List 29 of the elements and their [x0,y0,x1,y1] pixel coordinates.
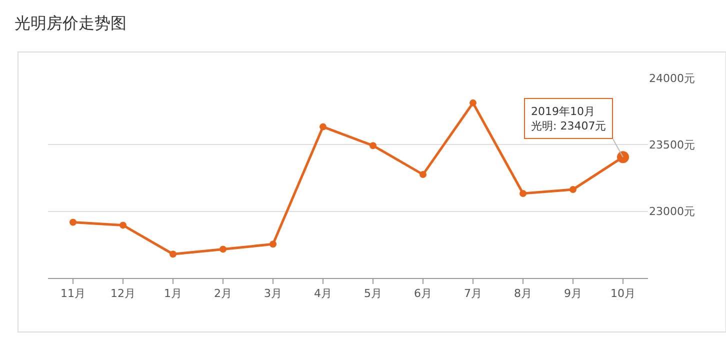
point [570,186,576,193]
x-tick-label: 1月 [164,287,182,300]
point [270,240,276,248]
y-tick-label: 23000元 [649,205,695,218]
point [420,171,426,178]
x-tick-label: 9月 [564,287,582,300]
y-tick-label: 24000元 [649,72,695,85]
point [70,218,76,226]
x-tick-label: 10月 [610,287,636,300]
point [370,142,376,150]
y-tick-label: 23500元 [649,138,695,152]
x-tick-label: 5月 [364,287,382,300]
annotation: 光明: 23407元 [531,119,606,132]
x-tick-label: 8月 [514,287,532,300]
x-tick-label: 11月 [60,287,86,300]
point [220,246,226,253]
x-tick-label: 6月 [414,287,432,300]
point [470,99,476,106]
point [170,250,176,258]
point [320,123,326,130]
x-tick-label: 4月 [314,287,332,300]
annotation: 2019年10月 [531,105,595,118]
point [520,190,526,197]
x-tick-label: 2月 [214,287,232,300]
chart-title: 光明房价走势图 [14,14,127,33]
point [120,222,126,229]
x-tick-label: 3月 [264,287,282,300]
x-tick-label: 12月 [110,287,136,300]
x-tick-label: 7月 [464,287,482,300]
